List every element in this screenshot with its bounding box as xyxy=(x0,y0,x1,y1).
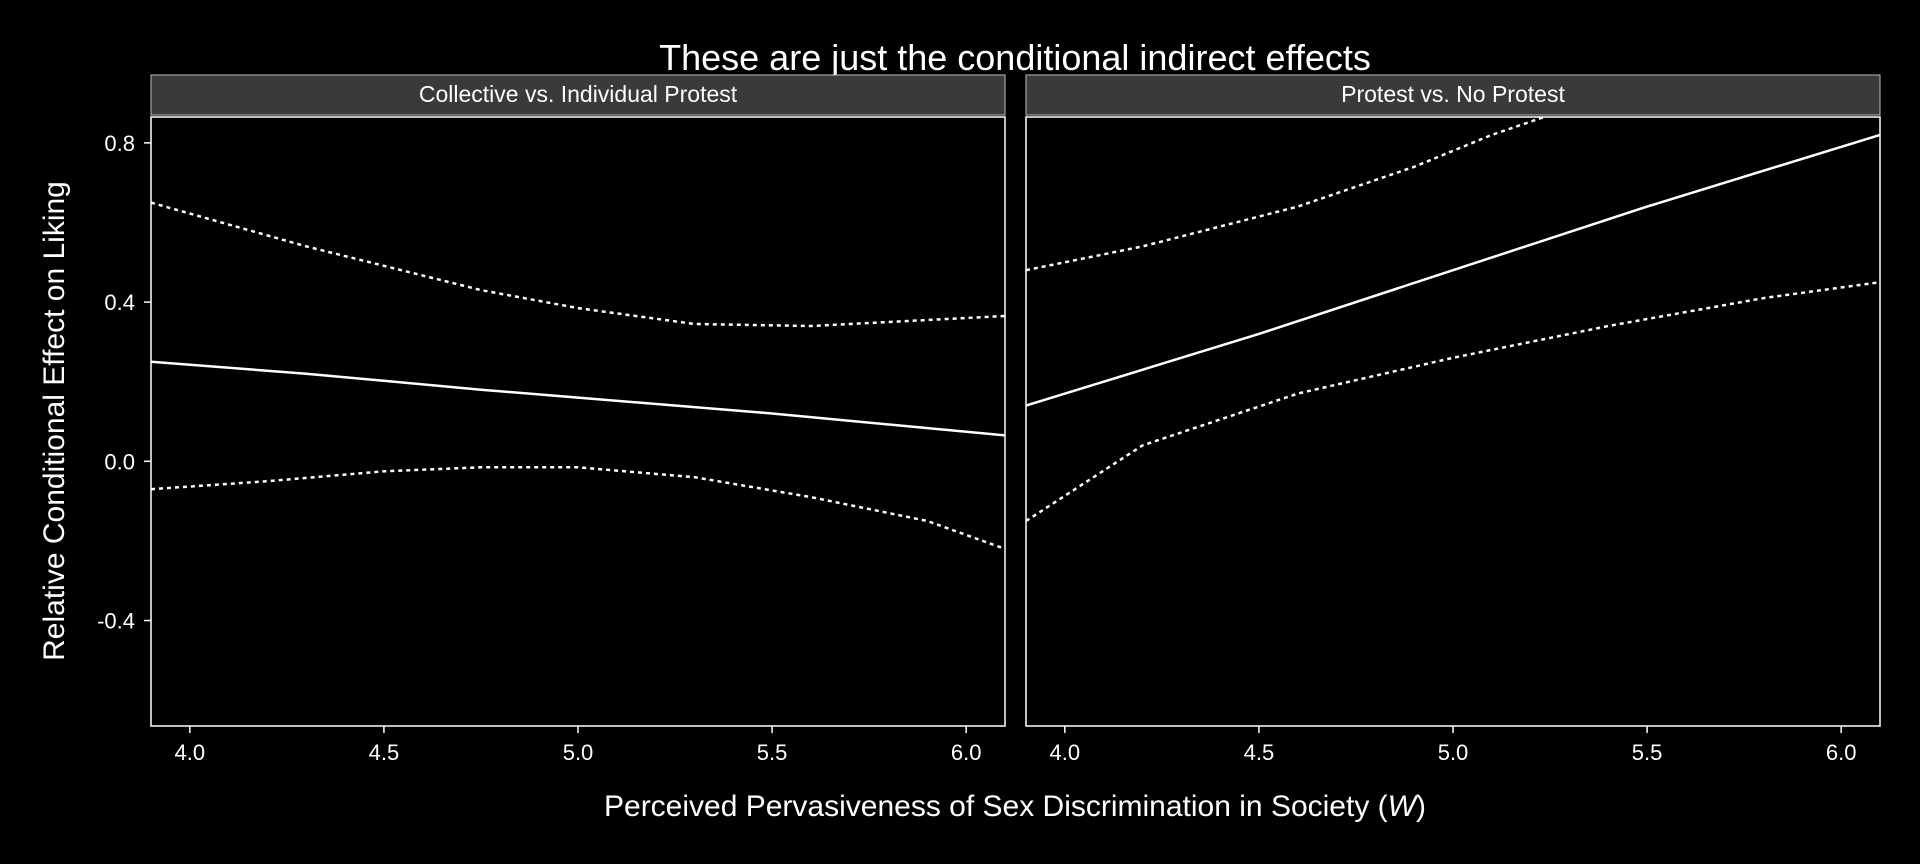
x-tick-label: 6.0 xyxy=(951,740,982,765)
x-axis-label: Perceived Pervasiveness of Sex Discrimin… xyxy=(604,790,1426,823)
x-tick-label: 5.5 xyxy=(757,740,788,765)
x-tick-label: 5.0 xyxy=(563,740,594,765)
panel-protest-vs-no-protest: Protest vs. No Protest 4.0 4.5 5.0 5.5 6.0 xyxy=(1025,74,1881,765)
x-tick-label: 4.0 xyxy=(175,740,206,765)
series-lower-line xyxy=(1026,280,1880,523)
x-axis-label-variable: W xyxy=(1388,790,1419,823)
y-tick-label: 0.8 xyxy=(104,131,135,156)
x-tick-label: 4.0 xyxy=(1050,740,1081,765)
panel-strip-label: Collective vs. Individual Protest xyxy=(419,81,738,107)
x-axis-label-suffix: ) xyxy=(1416,790,1426,823)
x-axis-label-prefix: Perceived Pervasiveness of Sex Discrimin… xyxy=(604,790,1388,823)
series-lower-line xyxy=(151,466,1005,551)
series-estimate-line xyxy=(151,360,1005,437)
x-tick-label: 4.5 xyxy=(1244,740,1275,765)
panel-strip xyxy=(150,74,1006,116)
panel-strip-label: Protest vs. No Protest xyxy=(1341,81,1565,107)
y-tick-label: -0.4 xyxy=(97,609,135,634)
panel-collective-vs-individual: Collective vs. Individual Protest 4.0 4.5… xyxy=(150,74,1006,765)
y-axis: 0.8 0.4 0.0 -0.4 xyxy=(97,131,151,634)
series-upper-line xyxy=(151,201,1005,328)
series-estimate-line xyxy=(1026,133,1880,407)
x-tick-label: 4.5 xyxy=(369,740,400,765)
x-tick-label: 6.0 xyxy=(1826,740,1857,765)
x-tick-label: 5.5 xyxy=(1632,740,1663,765)
series-upper-line xyxy=(1026,117,1549,272)
x-tick-label: 5.0 xyxy=(1438,740,1469,765)
y-tick-label: 0.0 xyxy=(104,449,135,474)
chart-title: These are just the conditional indirect … xyxy=(659,37,1371,78)
y-tick-label: 0.4 xyxy=(104,290,135,315)
y-axis-label: Relative Conditional Effect on Liking xyxy=(38,181,71,661)
panel-strip xyxy=(1025,74,1881,116)
